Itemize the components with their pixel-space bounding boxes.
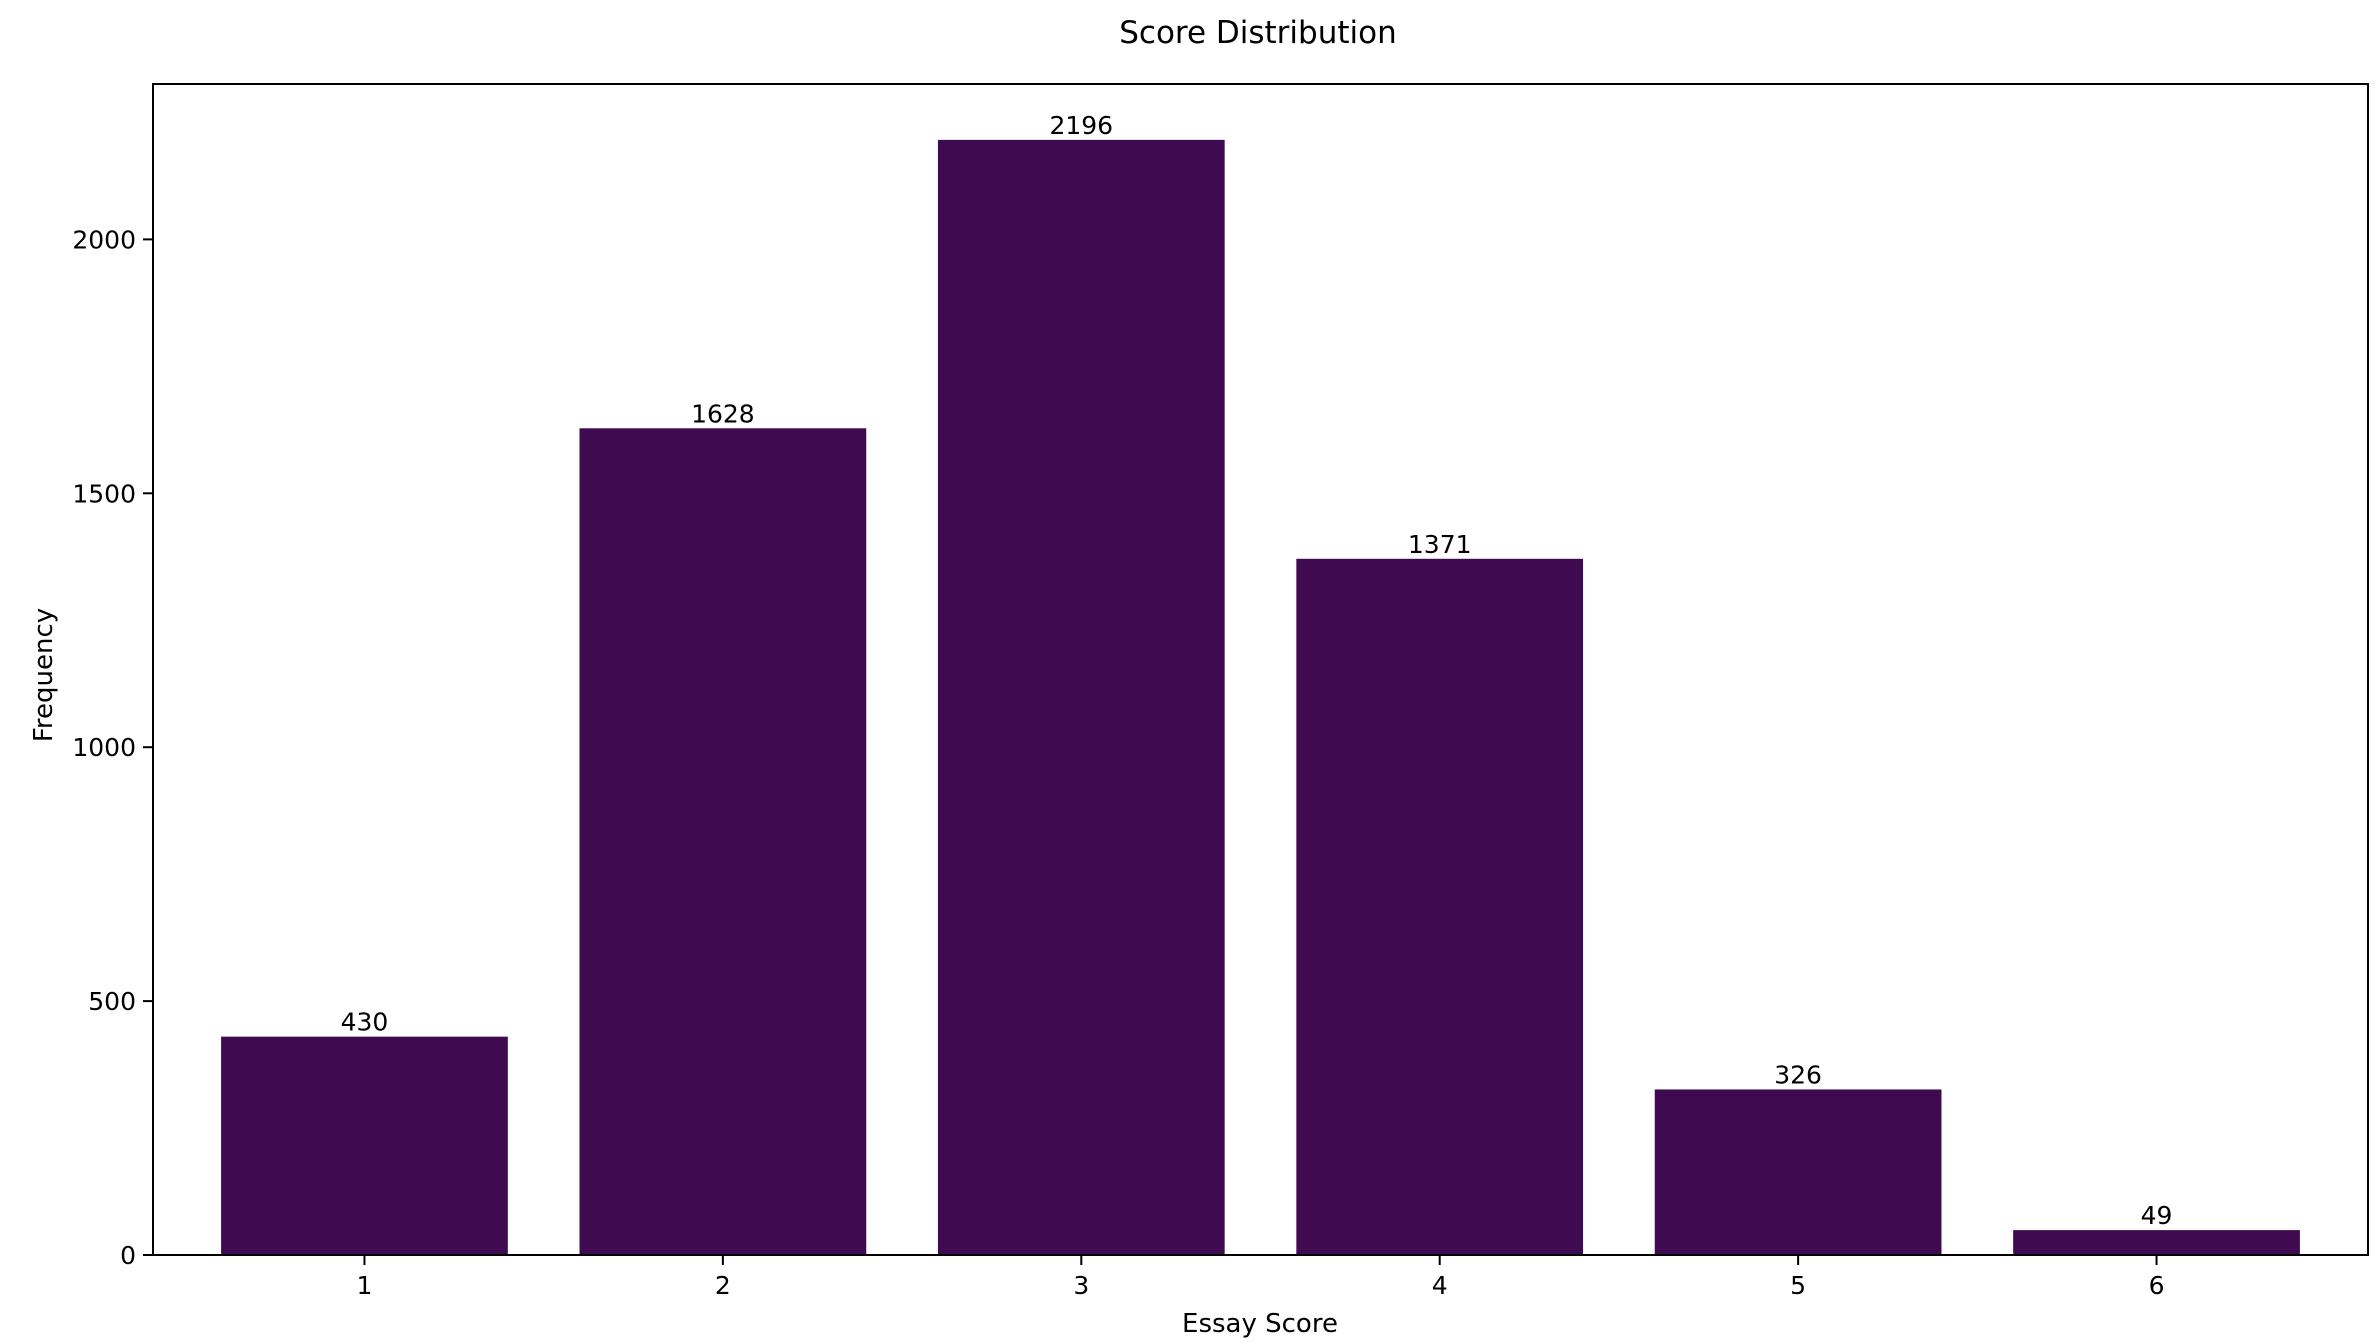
bar-4 [1296,558,1584,1255]
data-label-3: 2196 [1049,111,1113,140]
plot-area: 430 1628 2196 1371 326 49 1 2 3 4 5 6 0 500 1000 1500 20… [72,111,2300,1300]
y-tick-label-0: 0 [120,1241,136,1270]
y-tick-label-1500: 1500 [72,479,136,508]
y-axis-label: Frequency [29,608,59,742]
x-tick-label-2: 2 [715,1271,731,1300]
x-tick-label-4: 4 [1432,1271,1448,1300]
chart-title: Score Distribution [1119,15,1397,51]
bar-3 [937,139,1225,1255]
x-tick-label-5: 5 [1790,1271,1806,1300]
data-label-5: 326 [1774,1060,1822,1089]
x-tick-label-6: 6 [2149,1271,2165,1300]
x-axis-label: Essay Score [1182,1309,1338,1339]
data-label-4: 1371 [1408,530,1472,559]
data-label-2: 1628 [691,399,755,428]
y-tick-label-500: 500 [88,987,136,1016]
bar-2 [579,428,867,1256]
bar-1 [221,1036,508,1255]
x-tick-label-3: 3 [1073,1271,1089,1300]
y-tick-label-2000: 2000 [72,225,136,254]
data-label-6: 49 [2141,1201,2173,1230]
bar-5 [1654,1089,1942,1255]
y-tick-label-1000: 1000 [72,733,136,762]
plot-frame [152,83,2369,1256]
x-tick-label-1: 1 [357,1271,373,1300]
data-label-1: 430 [341,1008,389,1037]
bar-6 [2013,1230,2300,1255]
